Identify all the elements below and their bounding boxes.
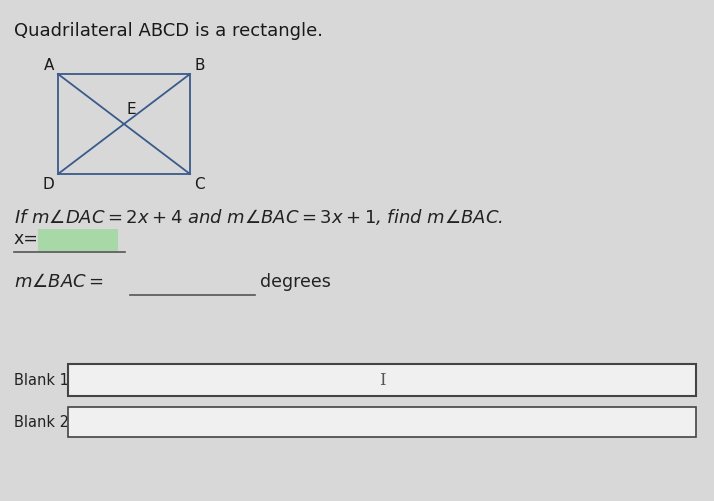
- Text: C: C: [194, 177, 205, 191]
- Text: $m\angle BAC =$: $m\angle BAC =$: [14, 273, 104, 291]
- Text: B: B: [194, 58, 204, 73]
- Bar: [68, 364, 696, 396]
- Bar: [38, 229, 118, 252]
- Text: D: D: [42, 177, 54, 191]
- Text: Blank 1:: Blank 1:: [14, 373, 74, 388]
- Text: I: I: [378, 372, 386, 389]
- Text: If $m\angle DAC = 2x + 4$ and $m\angle BAC = 3x + 1$, find $m\angle BAC$.: If $m\angle DAC = 2x + 4$ and $m\angle B…: [14, 206, 503, 226]
- Text: A: A: [44, 58, 54, 73]
- Text: degrees: degrees: [260, 273, 331, 291]
- Text: Quadrilateral ABCD is a rectangle.: Quadrilateral ABCD is a rectangle.: [14, 22, 323, 40]
- Text: x=: x=: [14, 229, 39, 247]
- Text: E: E: [126, 102, 136, 117]
- Text: Blank 2:: Blank 2:: [14, 415, 74, 430]
- Bar: [68, 407, 696, 437]
